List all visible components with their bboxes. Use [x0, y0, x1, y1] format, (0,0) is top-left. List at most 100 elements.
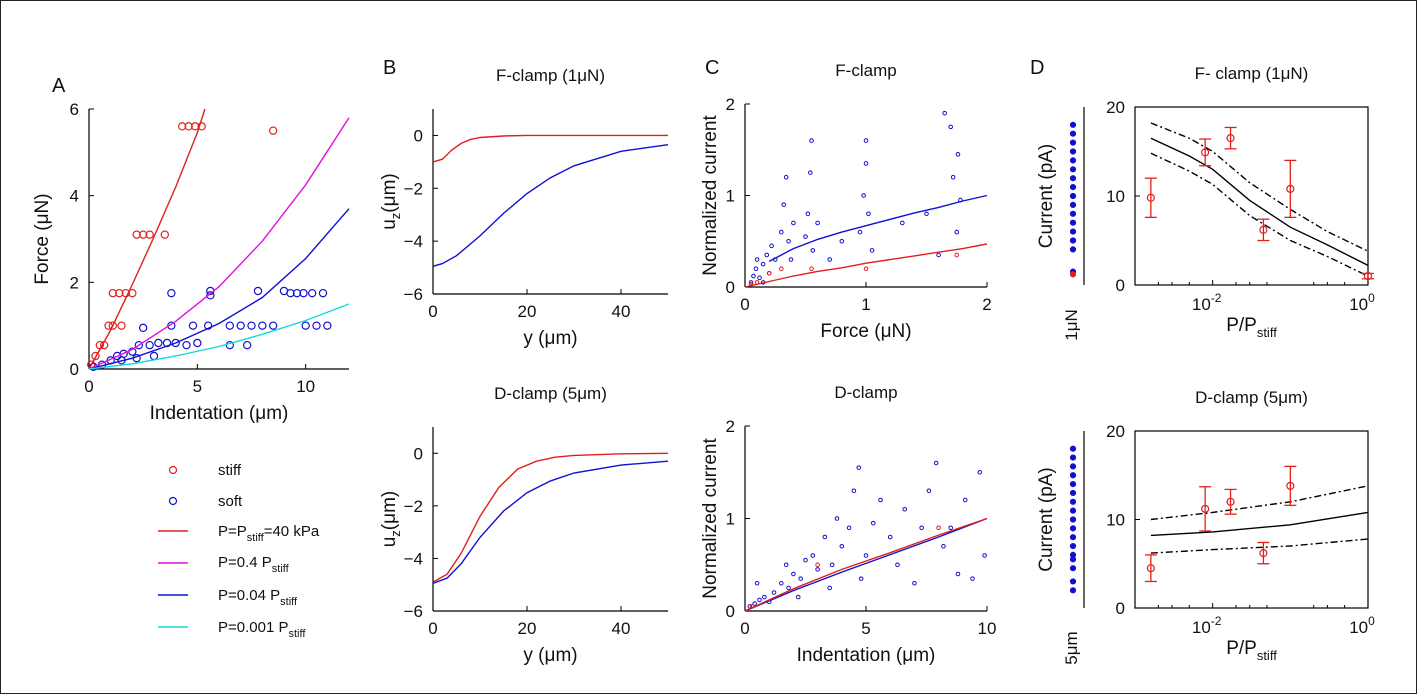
- mean-point: [1286, 184, 1295, 193]
- data-point: [858, 576, 864, 581]
- series-line: [1150, 122, 1369, 252]
- data-point: [786, 585, 791, 591]
- chart-d1: 0 10 20 10-2 100 F- clamp (1μN) P/Pstiff Curren…: [1036, 64, 1375, 341]
- side-point: [1069, 534, 1077, 541]
- data-point: [242, 340, 252, 350]
- data-point: [887, 534, 893, 540]
- chart-title: F- clamp (1μN): [1195, 64, 1309, 83]
- x-tick-label: 10: [978, 619, 997, 638]
- x-tick-label: 10-2: [1192, 614, 1222, 637]
- side-point: [1069, 516, 1077, 523]
- data-point: [795, 594, 801, 600]
- data-point: [171, 338, 180, 348]
- data-point: [138, 230, 148, 239]
- y-tick-label: 0: [1116, 599, 1125, 618]
- x-axis-label: P/Pstiff: [1226, 638, 1277, 663]
- data-point: [809, 138, 814, 143]
- side-point: [1069, 228, 1077, 235]
- data-point: [839, 238, 845, 244]
- side-point: [1069, 184, 1077, 191]
- data-point: [779, 266, 784, 272]
- data-point: [815, 562, 820, 568]
- side-point: [1069, 157, 1077, 164]
- data-point: [948, 124, 954, 130]
- data-point: [936, 525, 941, 531]
- y-tick-label: 1: [726, 187, 735, 206]
- mean-point: [1286, 481, 1295, 490]
- chart-title: D-clamp (5μm): [1195, 388, 1308, 407]
- data-point: [108, 288, 118, 298]
- data-point: [160, 230, 170, 239]
- mean-point: [1201, 504, 1210, 513]
- y-axis-label: uz(μm): [379, 173, 403, 230]
- data-point: [253, 286, 263, 296]
- panel-label-a: A: [52, 75, 66, 97]
- data-point: [948, 525, 954, 531]
- data-point: [247, 321, 256, 330]
- series-line: [1150, 511, 1369, 537]
- panel-label-d: D: [1030, 57, 1044, 79]
- data-point: [962, 497, 968, 503]
- y-tick-label: 0: [414, 444, 423, 463]
- series-line: [432, 460, 669, 585]
- y-axis-label: Force (μN): [32, 193, 53, 284]
- panel-label-c: C: [705, 57, 719, 79]
- series-line: [88, 108, 206, 370]
- chart-b1: −6 −4 −2 0 0 20 40 F-clamp (1μN) y (μm) uz(μm): [379, 66, 669, 349]
- data-point: [791, 220, 796, 226]
- data-point: [878, 497, 883, 503]
- data-point: [866, 211, 871, 217]
- data-point: [134, 340, 144, 350]
- series-line: [744, 517, 988, 612]
- data-point: [206, 291, 215, 300]
- panel-label-b: B: [383, 57, 396, 79]
- side-point: [1069, 445, 1077, 452]
- series-line: [1150, 152, 1369, 277]
- data-point: [145, 230, 154, 239]
- series-line: [1150, 485, 1369, 521]
- data-point: [863, 553, 869, 558]
- side-point: [1069, 472, 1077, 479]
- x-tick-label: 0: [84, 377, 93, 396]
- mean-point: [1146, 564, 1155, 573]
- side-point: [1069, 551, 1077, 559]
- data-point: [856, 465, 862, 470]
- chart-d2: 0 10 20 10-2 100 D-clamp (5μm) P/Pstiff Current…: [1036, 388, 1375, 665]
- data-point: [803, 557, 808, 563]
- x-tick-label: 100: [1349, 614, 1375, 637]
- mean-point: [1226, 134, 1235, 143]
- legend-stiff-marker: [168, 465, 178, 475]
- series-line: [432, 134, 668, 163]
- data-point: [970, 576, 975, 581]
- data-point: [145, 340, 154, 350]
- data-point: [286, 288, 295, 298]
- side-point: [1069, 237, 1077, 244]
- y-tick-label: 0: [1116, 276, 1125, 295]
- data-point: [754, 580, 760, 586]
- data-point: [193, 338, 202, 348]
- legend-line-0.4-label: P=0.4 Pstiff: [218, 554, 290, 575]
- data-point: [924, 211, 929, 217]
- data-point: [292, 288, 302, 298]
- y-tick-label: 2: [70, 273, 79, 292]
- data-point: [753, 266, 759, 272]
- chart-title: D-clamp: [834, 383, 897, 402]
- y-tick-label: 0: [70, 360, 79, 379]
- data-point: [323, 321, 332, 330]
- data-point: [870, 520, 876, 526]
- data-point: [91, 351, 100, 361]
- data-point: [188, 321, 198, 330]
- legend: stiff soft P=Pstiff=40 kPa P=0.4 Pstiff …: [158, 462, 320, 640]
- y-axis-label: uz(μm): [379, 491, 403, 548]
- data-point: [839, 543, 845, 549]
- data-point: [258, 321, 267, 330]
- data-point: [771, 590, 777, 595]
- data-point: [132, 230, 141, 239]
- x-axis-label: Force (μN): [820, 321, 911, 342]
- data-point: [950, 174, 956, 180]
- data-point: [863, 138, 869, 143]
- x-tick-label: 0: [740, 619, 749, 638]
- data-point: [900, 220, 905, 226]
- data-point: [177, 122, 187, 131]
